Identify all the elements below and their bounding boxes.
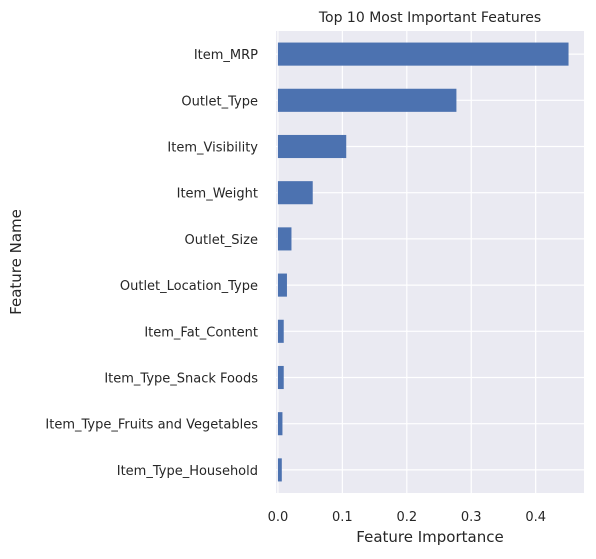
y-tick-label: Outlet_Location_Type — [120, 279, 258, 294]
x-tick-label: 0.2 — [396, 510, 417, 525]
y-tick-labels: Item_MRP Outlet_Type Item_Visibility Item_W… — [45, 48, 258, 479]
bar-item-fat-content — [277, 319, 284, 343]
bar-item-visibility — [277, 134, 347, 159]
x-tick-label: 0.3 — [461, 510, 482, 525]
y-tick-label: Item_Type_Snack Foods — [104, 372, 258, 387]
bar-outlet-location-type — [277, 273, 287, 297]
bar-outlet-type — [277, 88, 457, 112]
x-axis-label: Feature Importance — [356, 528, 503, 546]
y-tick-label: Item_Weight — [177, 187, 258, 202]
bar-item-weight — [277, 181, 313, 205]
bar-outlet-size — [277, 227, 292, 251]
y-tick-label: Item_Type_Household — [117, 464, 258, 479]
y-tick-label: Outlet_Type — [181, 94, 258, 109]
y-tick-label: Item_MRP — [194, 48, 258, 63]
chart-title: Top 10 Most Important Features — [318, 10, 541, 26]
bar-item-type-snack-foods — [277, 365, 284, 390]
x-tick-label: 0.0 — [268, 510, 289, 525]
x-tick-labels: 0.0 0.1 0.2 0.3 0.4 — [268, 510, 546, 525]
bar-item-mrp — [277, 42, 569, 66]
bar-item-type-fruits-and-vegetables — [277, 412, 283, 436]
y-tick-label: Item_Type_Fruits and Vegetables — [45, 418, 258, 433]
y-axis-label: Feature Name — [7, 209, 25, 315]
x-tick-label: 0.4 — [525, 510, 546, 525]
y-tick-label: Item_Visibility — [167, 141, 258, 156]
y-tick-label: Outlet_Size — [185, 233, 258, 248]
x-tick-label: 0.1 — [332, 510, 353, 525]
bar-item-type-household — [277, 458, 282, 482]
y-tick-label: Item_Fat_Content — [144, 325, 258, 340]
bars — [277, 42, 569, 482]
